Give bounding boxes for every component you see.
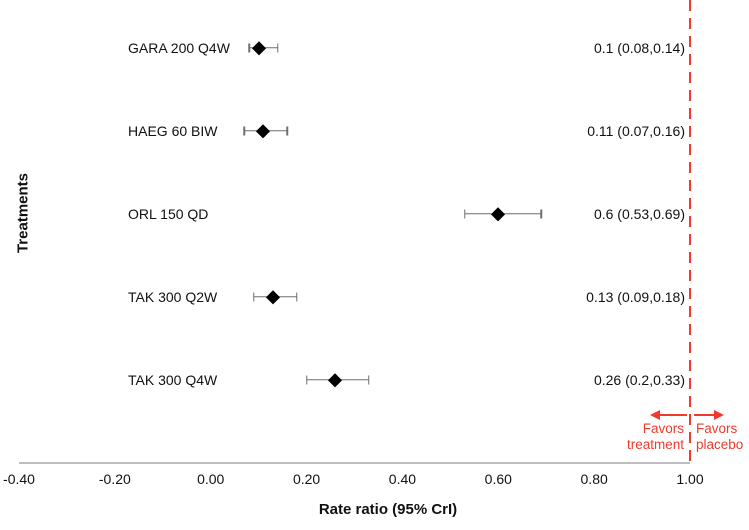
x-tick-label: 0.20 [292, 471, 321, 487]
x-tick-label: 0.00 [197, 471, 225, 487]
treatment-label: GARA 200 Q4W [128, 39, 230, 56]
x-tick-label: 1.00 [676, 471, 704, 487]
error-bar-cap-lower [243, 126, 245, 136]
favors-treatment-arrow-shaft [659, 414, 687, 416]
reference-line-dashed [689, 0, 691, 461]
point-estimate-marker [266, 290, 280, 304]
x-axis-title: Rate ratio (95% CrI) [318, 501, 458, 518]
x-tick-label: -0.40 [3, 471, 35, 487]
estimate-value-label: 0.26 (0.2,0.33) [593, 371, 685, 388]
point-estimate-marker [251, 40, 266, 55]
error-bar-cap-upper [277, 43, 279, 52]
estimate-value-label: 0.1 (0.08,0.14) [593, 39, 685, 56]
error-bar-cap-lower [248, 43, 250, 52]
estimate-value-label: 0.6 (0.53,0.69) [593, 205, 685, 222]
favors-treatment-label: Favors treatment [626, 421, 684, 452]
x-tick-label: 0.80 [580, 471, 608, 487]
x-tick-label: -0.20 [98, 471, 131, 487]
error-bar-cap-lower [463, 209, 466, 219]
favors-treatment-arrow-icon [650, 410, 660, 420]
error-bar-cap-upper [286, 126, 289, 136]
error-bar-cap-upper [368, 375, 370, 385]
error-bar-cap-lower [305, 375, 308, 385]
error-bar-cap-lower [253, 292, 255, 302]
favors-placebo-arrow-shaft [694, 414, 714, 416]
error-bar-cap-upper [296, 292, 298, 302]
favors-placebo-label: Favors placebo [696, 421, 744, 452]
y-axis-title: Treatments [14, 172, 32, 254]
error-bar-cap-upper [540, 209, 543, 219]
estimate-value-label: 0.11 (0.07,0.16) [587, 122, 685, 139]
x-tick-label: 0.60 [484, 471, 512, 487]
x-axis-line [19, 462, 690, 464]
point-estimate-marker [328, 373, 343, 387]
treatment-label: TAK 300 Q4W [128, 371, 218, 388]
treatment-label: HAEG 60 BIW [128, 122, 218, 139]
point-estimate-marker [491, 206, 505, 221]
estimate-value-label: 0.13 (0.09,0.18) [586, 288, 685, 305]
treatment-label: ORL 150 QD [128, 205, 209, 222]
treatment-label: TAK 300 Q2W [128, 288, 218, 305]
point-estimate-marker [256, 123, 271, 138]
favors-placebo-arrow-icon [714, 410, 724, 420]
x-tick-label: 0.40 [388, 471, 417, 487]
